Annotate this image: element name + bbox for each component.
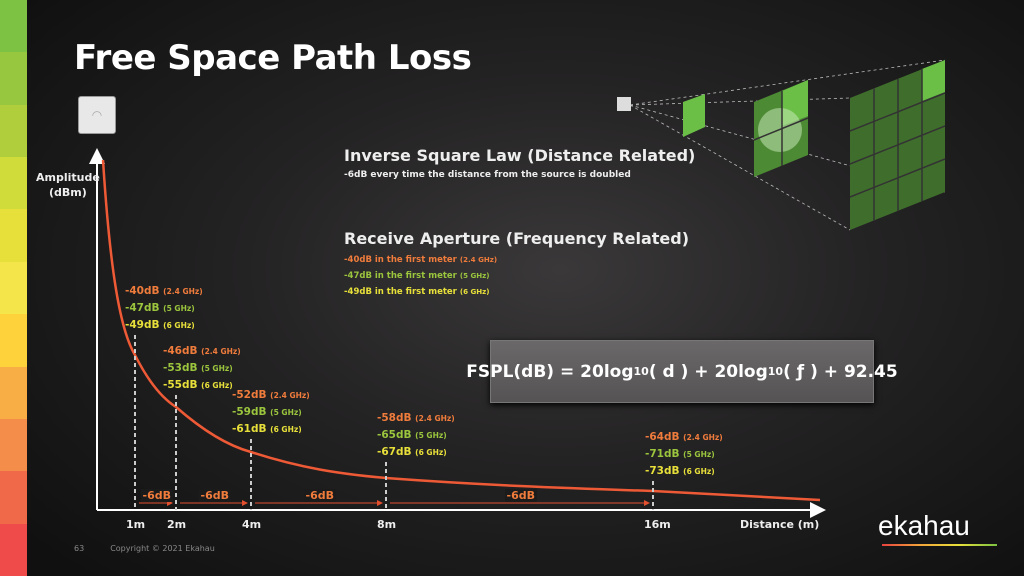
stripe-segment <box>0 52 27 105</box>
logo-underline <box>882 544 997 546</box>
inverse-square-subtext: -6dB every time the distance from the so… <box>344 170 631 180</box>
stripe-segment <box>0 523 27 576</box>
x-tick-label: 8m <box>377 518 397 531</box>
access-point-icon: ◠ <box>78 96 116 134</box>
aperture-line-6ghz: -49dB in the first meter (6 GHz) <box>344 287 490 297</box>
fspl-formula: FSPL(dB) = 20log 10( d ) + 20log 10( ƒ ) +… <box>466 340 898 403</box>
stripe-segment <box>0 418 27 472</box>
ekahau-logo: ekahau <box>878 510 970 541</box>
aperture-line-5ghz: -47dB in the first meter (5 GHz) <box>344 271 490 281</box>
path-loss-curve <box>101 159 821 502</box>
x-axis-label: Distance (m) <box>740 518 820 531</box>
step-loss-label: -6dB <box>303 489 336 502</box>
inverse-square-heading: Inverse Square Law (Distance Related) <box>344 146 696 165</box>
loss-annotation: -52dB (2.4 GHz) -59dB (5 GHz) -61dB (6 GHz… <box>232 389 310 435</box>
aperture-illustration <box>617 59 946 231</box>
stripe-segment <box>0 104 27 158</box>
aperture-list: -40dB in the first meter (2.4 GHz) -47dB… <box>344 252 497 300</box>
aperture-line-2-4ghz: -40dB in the first meter (2.4 GHz) <box>344 255 498 265</box>
step-loss-label: -6dB <box>140 489 173 502</box>
step-loss-label: -6dB <box>504 489 537 502</box>
x-tick-label: 16m <box>644 518 671 531</box>
loss-annotation: -40dB (2.4 GHz) -47dB (5 GHz) -49dB (6 GHz… <box>125 285 203 331</box>
loss-annotation: -46dB (2.4 GHz) -53dB (5 GHz) -55dB (6 GHz… <box>163 345 241 391</box>
stripe-segment <box>0 471 27 524</box>
y-axis-label: Amplitude (dBm) <box>36 171 100 199</box>
stripe-segment <box>0 366 27 419</box>
signal-color-stripe <box>0 0 27 576</box>
stripe-segment <box>0 209 27 262</box>
step-loss-label: -6dB <box>198 489 231 502</box>
stripe-segment <box>0 314 27 367</box>
page-number: 63 <box>74 544 85 553</box>
stripe-segment <box>0 157 27 210</box>
x-tick-label: 2m <box>167 518 187 531</box>
x-tick-label: 1m <box>126 518 146 531</box>
footer: 63 Copyright © 2021 Ekahau <box>74 544 215 553</box>
stripe-segment <box>0 261 27 315</box>
loss-annotation: -58dB (2.4 GHz) -65dB (5 GHz) -67dB (6 GHz… <box>377 412 455 458</box>
loss-annotation: -64dB (2.4 GHz) -71dB (5 GHz) -73dB (6 GHz… <box>645 431 723 477</box>
receive-aperture-heading: Receive Aperture (Frequency Related) <box>344 229 690 248</box>
copyright: Copyright © 2021 Ekahau <box>110 544 215 553</box>
stripe-segment <box>0 0 27 53</box>
source-icon <box>617 97 631 111</box>
x-tick-label: 4m <box>242 518 262 531</box>
slide-title: Free Space Path Loss <box>74 38 472 78</box>
